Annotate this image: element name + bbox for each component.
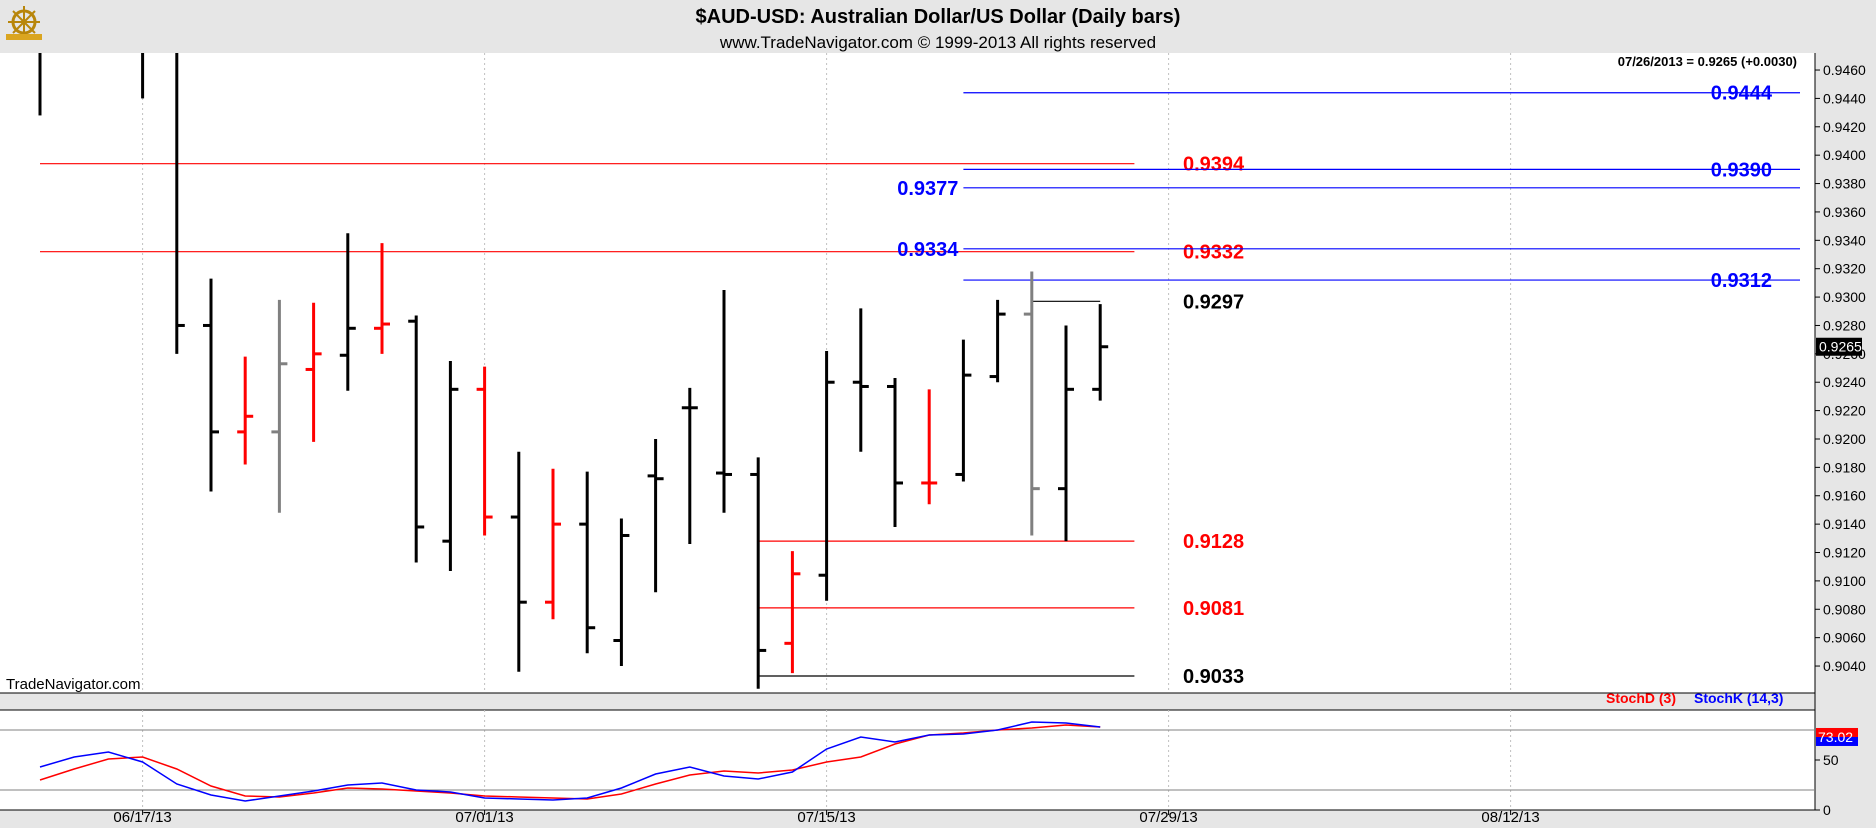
price-axis-labels: 0.9460 0.9440 0.9420 0.9400 0.9380 0.9360 0.93… bbox=[1815, 62, 1866, 674]
ohlc-bar bbox=[750, 457, 767, 689]
level-label: 0.9377 bbox=[897, 178, 958, 200]
ohlc-bar bbox=[784, 551, 801, 674]
level-label: 0.9312 bbox=[1711, 270, 1772, 292]
level-label: 0.9297 bbox=[1183, 291, 1244, 313]
level-label: 0.9390 bbox=[1711, 159, 1772, 181]
date-tick-label: 08/12/13 bbox=[1481, 809, 1539, 826]
level-label: 0.9332 bbox=[1183, 242, 1244, 264]
price-tick-label: 0.9460 bbox=[1823, 62, 1866, 78]
support-resistance-levels: 0.9394 0.9332 0.9128 0.9081 0.9033 0.9297 0.94… bbox=[40, 83, 1800, 688]
watermark-label: TradeNavigator.com bbox=[6, 676, 141, 693]
oscillator-series-line bbox=[39, 721, 1101, 802]
price-tick-label: 0.9280 bbox=[1823, 317, 1866, 333]
legend-stoch-k: StochK (14,3) bbox=[1694, 690, 1783, 706]
price-tick-label: 0.9180 bbox=[1823, 459, 1866, 475]
current-price-box bbox=[1816, 337, 1862, 356]
ohlc-bar bbox=[545, 468, 561, 620]
date-tick-label: 07/01/13 bbox=[455, 809, 513, 826]
current-price-label: 0.9265 bbox=[1819, 339, 1862, 355]
ohlc-bar bbox=[852, 308, 869, 452]
ohlc-bar bbox=[476, 366, 493, 536]
price-tick-label: 0.9380 bbox=[1823, 176, 1866, 192]
ohlc-bar bbox=[613, 518, 630, 667]
ohlc-bar bbox=[921, 389, 938, 505]
price-tick-label: 0.9360 bbox=[1823, 204, 1866, 220]
ohlc-bar bbox=[955, 339, 972, 482]
ohlc-bar bbox=[237, 356, 254, 465]
ohlc-bar bbox=[305, 302, 322, 442]
price-tick-label: 0.9240 bbox=[1823, 374, 1866, 390]
oscillator-value-box-bottom bbox=[1816, 736, 1858, 746]
level-label: 0.9128 bbox=[1183, 531, 1244, 553]
oscillator-tick-label: 0 bbox=[1823, 802, 1831, 818]
date-tick-label: 07/15/13 bbox=[797, 809, 855, 826]
price-tick-label: 0.9440 bbox=[1823, 90, 1866, 106]
legend-stoch-d: StochD (3) bbox=[1606, 690, 1676, 706]
ohlc-bar bbox=[374, 243, 390, 354]
price-tick-label: 0.9080 bbox=[1823, 601, 1866, 617]
ohlc-bar bbox=[818, 351, 835, 601]
level-label: 0.9394 bbox=[1183, 154, 1245, 176]
ohlc-bar bbox=[887, 377, 903, 527]
last-quote-label: 07/26/2013 = 0.9265 (+0.0030) bbox=[1618, 54, 1797, 69]
price-tick-label: 0.9220 bbox=[1823, 403, 1866, 419]
price-tick-label: 0.9320 bbox=[1823, 261, 1866, 277]
level-label: 0.9033 bbox=[1183, 666, 1244, 688]
ohlc-bar bbox=[203, 278, 219, 492]
ship-wheel-logo-icon bbox=[6, 6, 42, 40]
date-axis-labels: 06/17/13 07/01/13 07/15/13 07/29/13 08/12/13 bbox=[113, 809, 1539, 826]
level-label: 0.9444 bbox=[1711, 83, 1773, 105]
oscillator-plot-area bbox=[0, 710, 1815, 810]
ohlc-bar bbox=[408, 315, 425, 563]
price-tick-label: 0.9420 bbox=[1823, 119, 1866, 135]
copyright-line: www.TradeNavigator.com © 1999-2013 All r… bbox=[719, 33, 1156, 52]
price-tick-label: 0.9140 bbox=[1823, 516, 1866, 532]
date-tick-label: 07/29/13 bbox=[1139, 809, 1197, 826]
date-tick-label: 06/17/13 bbox=[113, 809, 171, 826]
chart-title: $AUD-USD: Australian Dollar/US Dollar (D… bbox=[696, 6, 1181, 28]
price-tick-label: 0.9340 bbox=[1823, 232, 1866, 248]
price-tick-label: 0.9060 bbox=[1823, 630, 1866, 646]
stochastic-oscillator: StochD (3) StochK (14,3) 50 0 73.02 bbox=[0, 690, 1858, 818]
price-bars bbox=[38, 53, 1109, 689]
ohlc-bar bbox=[175, 53, 185, 354]
price-tick-label: 0.9400 bbox=[1823, 147, 1866, 163]
ohlc-bar bbox=[339, 233, 356, 391]
ohlc-bar bbox=[716, 289, 732, 513]
price-plot-area bbox=[0, 53, 1815, 693]
price-tick-label: 0.9040 bbox=[1823, 658, 1866, 674]
ohlc-bar bbox=[647, 438, 664, 593]
price-tick-label: 0.9300 bbox=[1823, 289, 1866, 305]
price-tick-label: 0.9100 bbox=[1823, 573, 1866, 589]
ohlc-bar bbox=[1092, 304, 1109, 401]
ohlc-bar bbox=[989, 299, 1006, 383]
ohlc-bar bbox=[681, 387, 698, 544]
oscillator-value-label: 73.02 bbox=[1818, 729, 1853, 745]
ohlc-bar bbox=[271, 299, 288, 513]
oscillator-tick-label: 50 bbox=[1823, 752, 1839, 768]
oscillator-value-box-top bbox=[1816, 727, 1858, 737]
ohlc-bar bbox=[1058, 325, 1074, 542]
price-tick-label: 0.9120 bbox=[1823, 545, 1866, 561]
ohlc-bar bbox=[510, 451, 527, 672]
price-tick-label: 0.9160 bbox=[1823, 488, 1866, 504]
level-label: 0.9081 bbox=[1183, 598, 1244, 620]
price-tick-label: 0.9200 bbox=[1823, 431, 1866, 447]
ohlc-bar bbox=[442, 360, 459, 571]
ohlc-bar bbox=[579, 471, 596, 654]
ohlc-bar bbox=[1023, 271, 1040, 536]
level-label: 0.9334 bbox=[897, 239, 959, 261]
